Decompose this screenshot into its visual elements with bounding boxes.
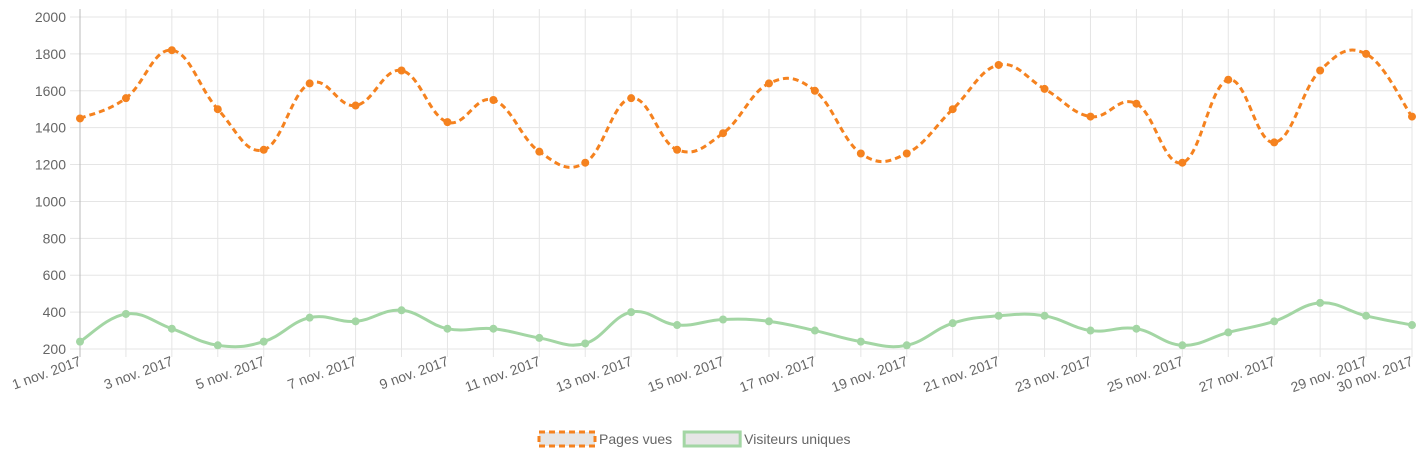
data-point xyxy=(719,315,728,324)
x-tick-label: 5 nov. 2017 xyxy=(193,353,266,393)
data-point xyxy=(121,94,130,103)
data-point xyxy=(167,46,176,55)
data-point xyxy=(1362,311,1371,320)
data-point xyxy=(948,319,957,328)
data-point xyxy=(1040,311,1049,320)
y-tick-label: 2000 xyxy=(35,9,66,25)
data-point xyxy=(535,147,544,156)
series-line xyxy=(79,301,1413,349)
series-line xyxy=(79,48,1414,169)
x-tick-label: 23 nov. 2017 xyxy=(1013,353,1094,395)
data-point xyxy=(994,60,1003,69)
data-point xyxy=(489,96,498,104)
data-point xyxy=(305,79,314,88)
x-tick-label: 3 nov. 2017 xyxy=(102,353,175,393)
legend-label: Pages vues xyxy=(599,431,672,447)
legend-swatch xyxy=(682,430,742,448)
data-point xyxy=(351,317,360,326)
data-point xyxy=(76,114,84,123)
data-point xyxy=(719,129,728,138)
data-point xyxy=(489,324,498,333)
data-point xyxy=(764,79,773,88)
data-point xyxy=(1362,49,1371,58)
y-tick-label: 400 xyxy=(43,304,67,320)
data-point xyxy=(1316,298,1325,307)
data-point xyxy=(856,149,865,158)
data-point xyxy=(1270,317,1279,326)
data-point xyxy=(213,105,222,114)
data-point xyxy=(1316,66,1325,75)
data-point xyxy=(948,105,957,114)
data-point xyxy=(1178,158,1187,167)
data-point xyxy=(902,149,911,158)
x-tick-label: 13 nov. 2017 xyxy=(554,353,635,395)
x-tick-label: 17 nov. 2017 xyxy=(737,353,818,395)
data-point xyxy=(1224,328,1233,337)
data-point xyxy=(673,145,682,154)
y-tick-label: 1400 xyxy=(35,120,66,136)
data-point xyxy=(581,158,590,167)
data-point xyxy=(1086,112,1095,121)
data-point xyxy=(581,339,590,348)
data-point xyxy=(259,145,268,154)
legend-swatch xyxy=(537,430,597,448)
y-tick-label: 1800 xyxy=(35,46,66,62)
legend-label: Visiteurs uniques xyxy=(744,431,850,447)
x-tick-label: 11 nov. 2017 xyxy=(463,353,543,395)
y-tick-label: 600 xyxy=(43,267,67,283)
y-tick-label: 1200 xyxy=(35,157,66,173)
x-tick-label: 19 nov. 2017 xyxy=(829,353,910,395)
data-point xyxy=(810,326,819,335)
data-point xyxy=(1408,112,1416,121)
data-point xyxy=(259,337,268,346)
data-point xyxy=(856,337,865,346)
x-tick-label: 9 nov. 2017 xyxy=(377,353,450,393)
data-point xyxy=(397,66,406,75)
data-point xyxy=(994,311,1003,320)
data-point xyxy=(443,118,452,127)
data-point xyxy=(1086,326,1095,335)
data-point xyxy=(764,317,773,326)
data-point xyxy=(673,321,682,330)
data-point xyxy=(627,94,636,103)
data-point xyxy=(305,313,314,322)
data-point xyxy=(1132,99,1141,108)
data-point xyxy=(1132,324,1141,333)
data-point xyxy=(397,306,406,315)
x-tick-label: 25 nov. 2017 xyxy=(1105,353,1186,395)
y-tick-label: 800 xyxy=(43,230,67,246)
x-tick-label: 1 nov. 2017 xyxy=(10,353,83,393)
data-point xyxy=(443,324,452,333)
data-point xyxy=(76,337,84,346)
data-point xyxy=(351,101,360,110)
x-tick-label: 7 nov. 2017 xyxy=(285,353,358,393)
x-tick-label: 21 nov. 2017 xyxy=(921,353,1002,395)
data-point xyxy=(167,324,176,333)
data-point xyxy=(627,308,636,317)
data-point xyxy=(1224,75,1233,84)
x-tick-label: 27 nov. 2017 xyxy=(1197,353,1278,395)
y-tick-label: 1600 xyxy=(35,83,66,99)
x-tick-label: 15 nov. 2017 xyxy=(645,353,726,395)
data-point xyxy=(121,309,130,318)
data-point xyxy=(1408,321,1416,330)
y-tick-label: 1000 xyxy=(35,193,66,209)
y-tick-label: 200 xyxy=(43,341,67,357)
data-point xyxy=(902,341,911,350)
data-point xyxy=(535,333,544,342)
data-point xyxy=(1178,341,1187,350)
data-point xyxy=(213,341,222,350)
data-point xyxy=(810,86,819,95)
data-point xyxy=(1270,138,1279,147)
data-point xyxy=(1040,84,1049,93)
